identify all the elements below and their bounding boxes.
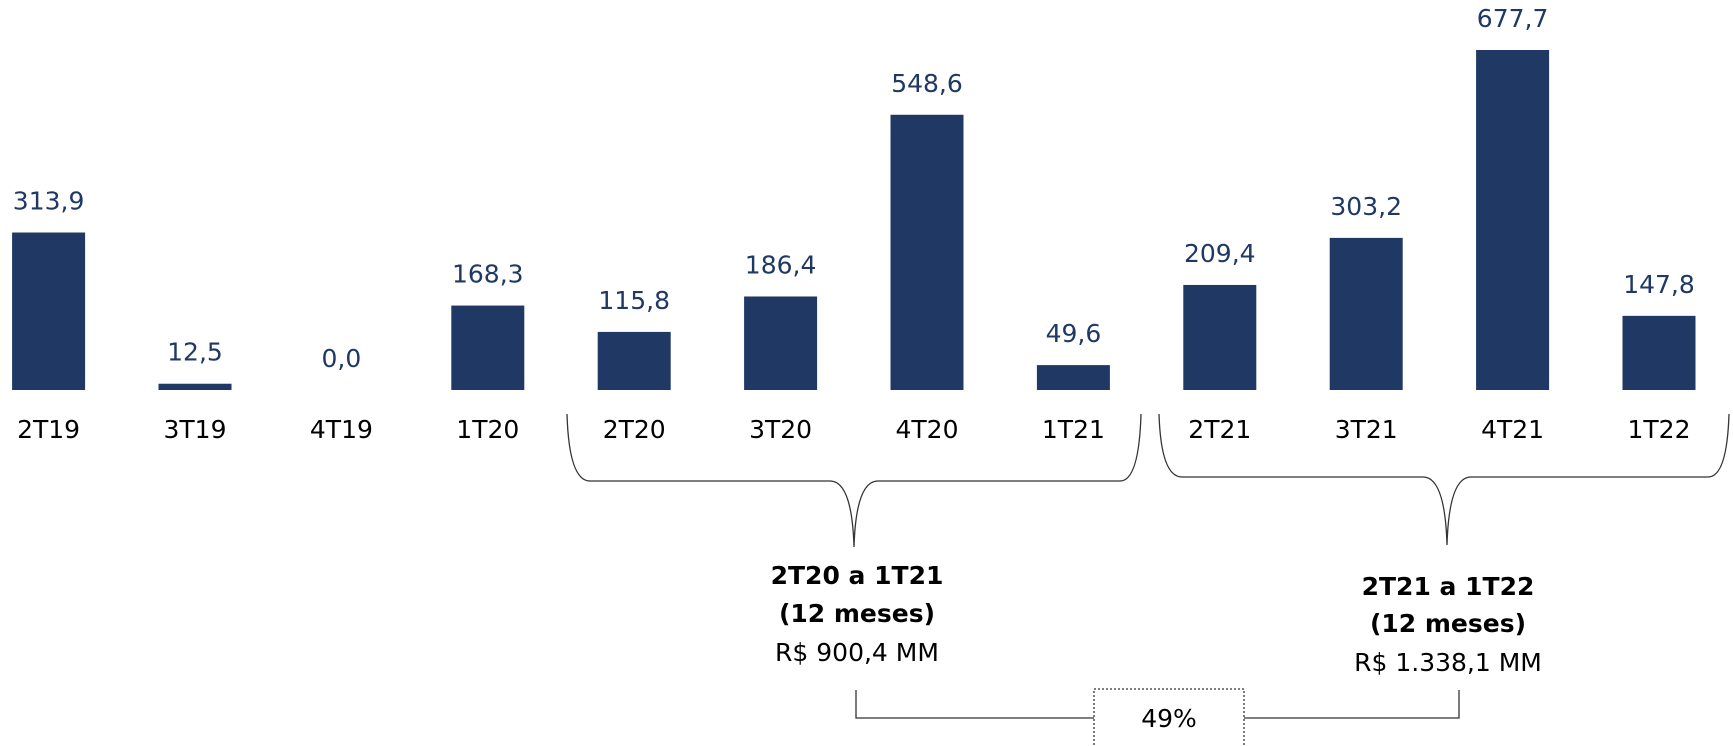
- annotation-duration: (12 meses): [779, 599, 935, 628]
- x-tick-label: 1T20: [456, 415, 519, 444]
- annotation-period: 2T20 a 1T21: [771, 561, 944, 590]
- bar: [597, 331, 671, 390]
- value-label: 303,2: [1330, 192, 1402, 221]
- value-label: 49,6: [1046, 319, 1102, 348]
- value-label: 12,5: [167, 338, 223, 367]
- connector: [855, 690, 1460, 719]
- growth-label: 49%: [1141, 704, 1197, 733]
- annotation-total: R$ 1.338,1 MM: [1354, 648, 1542, 677]
- value-label: 115,8: [598, 286, 670, 315]
- x-tick-label: 2T20: [603, 415, 666, 444]
- bar: [890, 114, 964, 390]
- x-tick-label: 1T22: [1628, 415, 1691, 444]
- bar: [1622, 315, 1696, 390]
- value-label: 168,3: [452, 260, 524, 289]
- x-tick-label: 2T19: [17, 415, 80, 444]
- bar: [451, 305, 525, 390]
- bar: [1183, 284, 1257, 390]
- x-tick-label: 3T19: [164, 415, 227, 444]
- x-tick-label: 3T21: [1335, 415, 1398, 444]
- value-label: 0,0: [322, 344, 362, 373]
- value-label: 313,9: [13, 187, 85, 216]
- value-label: 147,8: [1623, 270, 1695, 299]
- annotation-period: 2T21 a 1T22: [1362, 572, 1535, 601]
- bar: [1476, 50, 1550, 390]
- value-label: 677,7: [1477, 4, 1549, 33]
- bracket: [1158, 413, 1730, 546]
- value-label: 186,4: [745, 250, 817, 279]
- x-tick-label: 3T20: [749, 415, 812, 444]
- bar: [1036, 365, 1110, 390]
- x-tick-label: 4T19: [310, 415, 373, 444]
- bracket: [566, 413, 1142, 548]
- annotation-total: R$ 900,4 MM: [775, 638, 939, 667]
- x-tick-label: 4T21: [1481, 415, 1544, 444]
- bar: [744, 296, 818, 390]
- value-label: 548,6: [891, 69, 963, 98]
- x-tick-label: 4T20: [896, 415, 959, 444]
- x-tick-label: 1T21: [1042, 415, 1105, 444]
- x-tick-label: 2T21: [1188, 415, 1251, 444]
- annotation-duration: (12 meses): [1370, 609, 1526, 638]
- value-label: 209,4: [1184, 239, 1256, 268]
- bar: [158, 383, 232, 390]
- growth-box: [1093, 688, 1245, 746]
- bar: [1329, 237, 1403, 390]
- bar: [12, 232, 86, 390]
